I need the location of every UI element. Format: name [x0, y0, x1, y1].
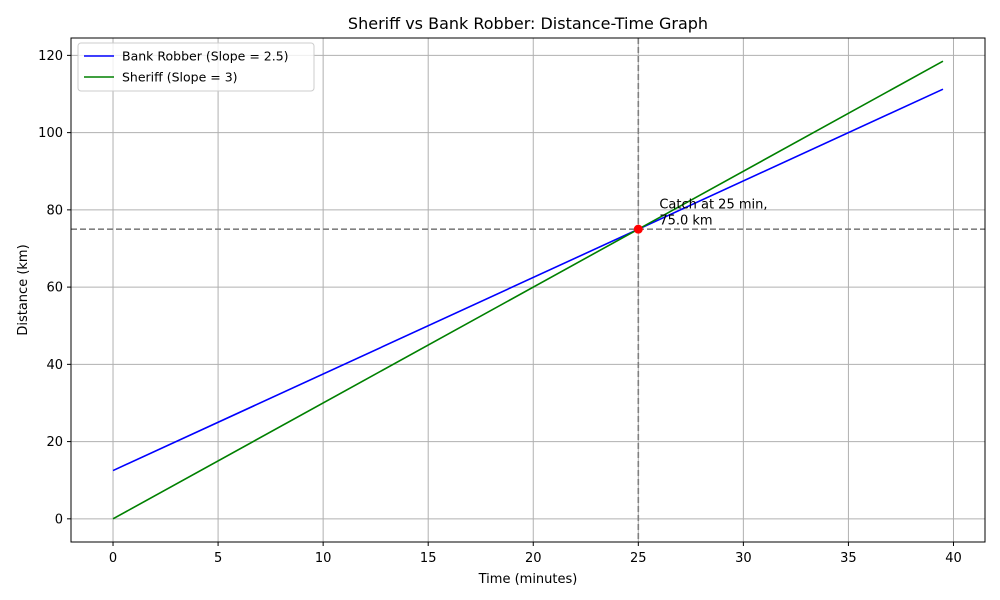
legend-label-bank-robber: Bank Robber (Slope = 2.5) — [122, 49, 289, 64]
y-tick-label: 60 — [46, 281, 63, 296]
x-tick-label: 40 — [945, 551, 962, 566]
x-tick-label: 35 — [840, 551, 857, 566]
y-tick-label: 100 — [38, 126, 63, 141]
series-lines — [112, 60, 944, 520]
chart-title: Sheriff vs Bank Robber: Distance-Time Gr… — [348, 14, 708, 33]
catch-annotation: Catch at 25 min, 75.0 km — [659, 197, 767, 228]
x-tick-label: 20 — [525, 551, 542, 566]
legend: Bank Robber (Slope = 2.5) Sheriff (Slope… — [77, 42, 315, 92]
x-tick-label: 30 — [735, 551, 752, 566]
x-tick-label: 0 — [109, 551, 117, 566]
x-tick-label: 5 — [214, 551, 222, 566]
annotation-line-1: Catch at 25 min, — [659, 197, 767, 212]
catch-point-marker — [633, 224, 643, 234]
x-tick-label: 25 — [630, 551, 647, 566]
y-axis-ticks: 0 20 40 60 80 100 120 — [38, 49, 71, 527]
legend-label-sheriff: Sheriff (Slope = 3) — [122, 70, 238, 85]
y-tick-label: 40 — [46, 358, 63, 373]
plot-frame — [70, 37, 986, 543]
bank-robber-line — [112, 88, 944, 472]
y-axis-label: Distance (km) — [16, 244, 31, 335]
x-axis-label: Time (minutes) — [478, 572, 578, 587]
reference-lines — [71, 38, 985, 542]
y-tick-label: 120 — [38, 49, 63, 64]
x-tick-label: 10 — [315, 551, 332, 566]
annotation-line-2: 75.0 km — [659, 213, 712, 228]
y-tick-label: 20 — [46, 435, 63, 450]
catch-point-layer — [633, 224, 643, 234]
x-axis-ticks: 0 5 10 15 20 25 30 35 40 — [109, 542, 962, 566]
y-tick-label: 0 — [55, 512, 63, 527]
sheriff-line — [112, 60, 944, 520]
x-tick-label: 15 — [420, 551, 437, 566]
grid — [71, 38, 985, 542]
legend-box — [77, 42, 315, 92]
y-tick-label: 80 — [46, 203, 63, 218]
